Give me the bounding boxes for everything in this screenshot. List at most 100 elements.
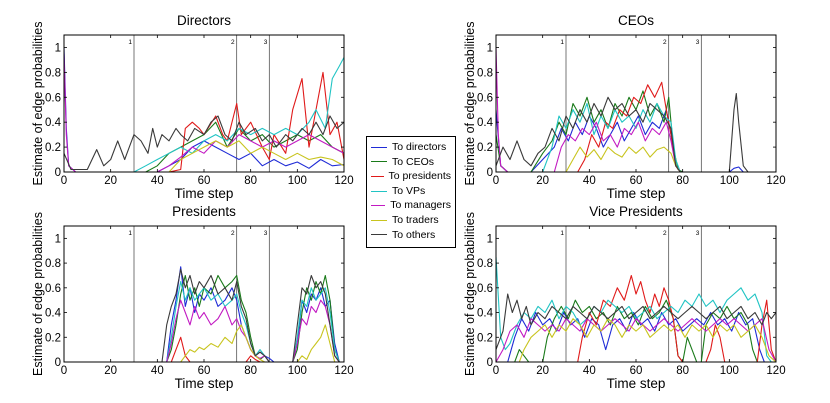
series-line-to-ceos <box>496 90 776 172</box>
legend-label: To managers <box>390 199 451 212</box>
y-tick-label: 0 <box>487 167 493 179</box>
changepoint-label: 2 <box>231 230 235 237</box>
series-line-to-others <box>496 92 776 172</box>
legend-item-others: To others <box>371 228 451 243</box>
y-axis-label: Estimate of edge probabilities <box>31 22 45 186</box>
y-tick-label: 0.6 <box>477 92 493 104</box>
y-tick-label: 0 <box>487 357 493 369</box>
series-line-to-directors <box>64 47 344 172</box>
series-line-to-vps <box>64 281 344 362</box>
x-tick-label: 100 <box>720 175 739 187</box>
legend-label: To presidents <box>388 170 451 183</box>
series-line-to-directors <box>496 311 776 362</box>
y-axis-label: Estimate of edge probabilities <box>463 212 477 376</box>
series-line-to-presidents <box>496 274 776 362</box>
y-tick-label: 0.4 <box>477 117 494 129</box>
legend: To directors To CEOs To presidents To VP… <box>366 136 456 248</box>
legend-item-directors: To directors <box>371 140 451 155</box>
x-tick-label: 100 <box>720 365 739 377</box>
legend-item-vps: To VPs <box>371 184 451 199</box>
x-tick-label: 120 <box>766 175 785 187</box>
y-tick-label: 0.8 <box>477 67 493 79</box>
series-line-to-presidents <box>64 336 344 362</box>
legend-swatch <box>371 234 387 236</box>
changepoint-label: 2 <box>663 230 667 237</box>
x-axis-label: Time step <box>175 376 234 391</box>
x-tick-label: 40 <box>151 365 164 377</box>
legend-label: To directors <box>392 141 447 153</box>
x-tick-label: 40 <box>151 175 164 187</box>
y-tick-label: 0 <box>55 167 61 179</box>
y-tick-label: 1 <box>487 233 493 245</box>
x-tick-label: 100 <box>288 175 307 187</box>
legend-swatch <box>371 161 387 163</box>
y-tick-label: 0.8 <box>45 67 61 79</box>
x-tick-label: 60 <box>198 365 211 377</box>
y-tick-label: 0.2 <box>477 332 493 344</box>
y-tick-label: 1 <box>55 233 61 245</box>
legend-label: To traders <box>392 213 439 226</box>
changepoint-label: 1 <box>128 39 132 46</box>
x-tick-label: 0 <box>493 175 499 187</box>
x-tick-label: 60 <box>198 175 211 187</box>
series-line-to-managers <box>496 47 776 172</box>
y-tick-label: 0.6 <box>45 283 61 295</box>
chart-title: CEOs <box>618 13 654 28</box>
y-axis-label: Estimate of edge probabilities <box>31 212 45 376</box>
changepoint-label: 3 <box>696 230 700 237</box>
chart-panel-1: 1 2 3 0 20 40 60 80 100 120 0 0.2 0.4 0.6 0.8 1 CEOs Time… <box>463 13 786 201</box>
x-tick-label: 0 <box>61 365 67 377</box>
legend-swatch <box>371 146 387 148</box>
x-tick-label: 20 <box>536 365 549 377</box>
x-tick-label: 80 <box>676 365 689 377</box>
y-tick-label: 0.4 <box>477 308 494 320</box>
x-tick-label: 120 <box>334 365 353 377</box>
legend-item-presidents: To presidents <box>371 169 451 184</box>
chart-panel-0: 1 2 3 0 20 40 60 80 100 120 0 0.2 0.4 0.6 0.8 1 Director… <box>31 13 354 201</box>
legend-swatch <box>371 219 387 221</box>
series-line-to-traders <box>496 146 776 172</box>
y-tick-label: 0.8 <box>477 258 493 270</box>
series-line-to-traders <box>64 140 344 172</box>
x-tick-label: 80 <box>676 175 689 187</box>
x-tick-label: 0 <box>61 175 67 187</box>
legend-swatch <box>371 190 387 192</box>
y-tick-label: 0.4 <box>45 308 62 320</box>
y-tick-label: 0.2 <box>45 142 61 154</box>
y-tick-label: 0.4 <box>45 117 62 129</box>
y-tick-label: 1 <box>55 42 61 54</box>
x-tick-label: 80 <box>244 365 257 377</box>
chart-title: Directors <box>177 13 231 28</box>
x-axis-label: Time step <box>607 376 666 391</box>
chart-panel-3: 1 2 3 0 20 40 60 80 100 120 0 0.2 0.4 0.6 0.8 1 Vice Pre… <box>463 204 786 391</box>
y-tick-label: 0.6 <box>477 283 493 295</box>
y-tick-label: 0.2 <box>45 332 61 344</box>
series-line-to-others <box>496 293 776 350</box>
y-tick-label: 0.2 <box>477 142 493 154</box>
x-tick-label: 20 <box>536 175 549 187</box>
series-line-to-presidents <box>64 71 344 172</box>
legend-swatch <box>371 175 384 177</box>
chart-panel-2: 1 2 3 0 20 40 60 80 100 120 0 0.2 0.4 0.6 0.8 1 Presiden… <box>31 204 354 391</box>
legend-item-ceos: To CEOs <box>371 155 451 170</box>
changepoint-label: 3 <box>696 39 700 46</box>
changepoint-label: 1 <box>560 39 564 46</box>
x-tick-label: 0 <box>493 365 499 377</box>
x-tick-label: 60 <box>630 175 643 187</box>
x-tick-label: 100 <box>288 365 307 377</box>
series-line-to-others <box>64 268 344 362</box>
legend-label: To CEOs <box>392 155 435 168</box>
legend-label: To VPs <box>392 184 426 197</box>
y-axis-label: Estimate of edge probabilities <box>463 22 477 186</box>
series-line-to-vps <box>64 57 344 172</box>
axes-box <box>495 34 777 173</box>
series-line-to-managers <box>64 299 344 362</box>
changepoint-label: 2 <box>231 39 235 46</box>
series-line-to-others <box>64 115 344 171</box>
x-tick-label: 40 <box>583 365 596 377</box>
series-line-to-vps <box>496 256 776 362</box>
x-tick-label: 80 <box>244 175 257 187</box>
changepoint-label: 2 <box>663 39 667 46</box>
x-axis-label: Time step <box>175 186 234 201</box>
chart-title: Presidents <box>172 204 236 219</box>
